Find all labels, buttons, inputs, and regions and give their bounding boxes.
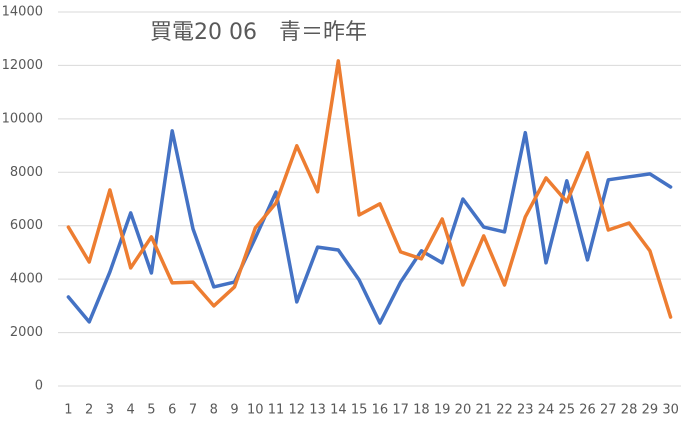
x-tick-label: 10 <box>247 403 264 418</box>
x-tick-label: 24 <box>538 403 555 418</box>
x-tick-label: 4 <box>127 403 135 418</box>
x-tick-label: 6 <box>168 403 176 418</box>
x-tick-label: 27 <box>600 403 617 418</box>
x-tick-label: 30 <box>662 403 679 418</box>
x-tick-label: 14 <box>330 403 347 418</box>
x-tick-label: 13 <box>309 403 326 418</box>
y-tick-label: 6000 <box>10 218 43 233</box>
y-tick-label: 4000 <box>10 272 43 287</box>
x-tick-label: 18 <box>413 403 430 418</box>
x-tick-label: 25 <box>559 403 576 418</box>
x-tick-label: 29 <box>642 403 659 418</box>
series-line <box>66 59 673 319</box>
series-line <box>66 129 673 325</box>
y-tick-label: 12000 <box>2 58 43 73</box>
x-tick-label: 11 <box>268 403 285 418</box>
x-tick-label: 20 <box>455 403 472 418</box>
x-tick-label: 21 <box>475 403 492 418</box>
y-tick-label: 2000 <box>10 325 43 340</box>
x-tick-label: 26 <box>579 403 596 418</box>
x-tick-label: 7 <box>189 403 197 418</box>
y-tick-label: 10000 <box>2 111 43 126</box>
y-tick-label: 0 <box>35 379 43 394</box>
x-tick-label: 16 <box>372 403 389 418</box>
x-tick-label: 5 <box>147 403 155 418</box>
x-tick-label: 22 <box>496 403 513 418</box>
x-tick-label: 12 <box>289 403 306 418</box>
y-tick-label: 8000 <box>10 165 43 180</box>
x-tick-label: 28 <box>621 403 638 418</box>
chart-title: 買電20 06 青＝昨年 <box>150 20 367 45</box>
x-tick-label: 23 <box>517 403 534 418</box>
x-tick-label: 9 <box>230 403 238 418</box>
x-tick-label: 8 <box>210 403 218 418</box>
x-tick-label: 1 <box>64 403 72 418</box>
x-tick-label: 19 <box>434 403 451 418</box>
x-tick-label: 17 <box>392 403 409 418</box>
x-tick-label: 3 <box>106 403 114 418</box>
x-tick-label: 2 <box>85 403 93 418</box>
y-tick-label: 14000 <box>2 5 43 20</box>
x-tick-label: 15 <box>351 403 368 418</box>
